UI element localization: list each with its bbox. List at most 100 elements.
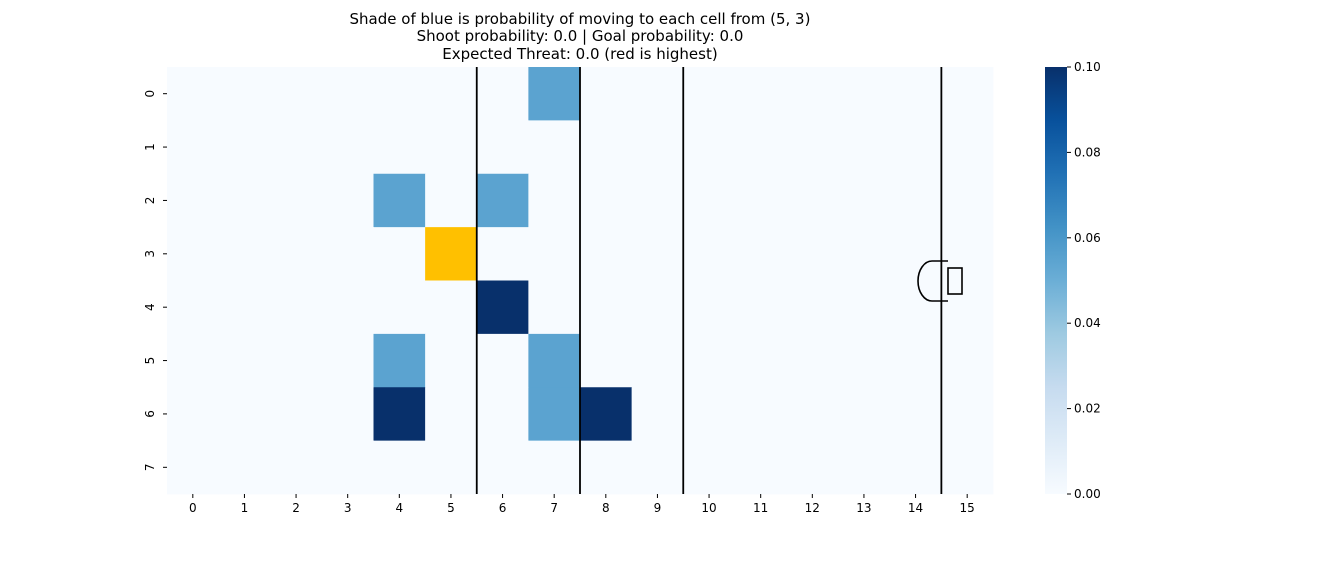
- heatmap-cell: [270, 173, 323, 228]
- heatmap-cell: [838, 120, 891, 175]
- y-tick-label: 7: [143, 463, 157, 471]
- pitch-markings: [475, 67, 943, 494]
- heatmap-cell: [941, 387, 994, 442]
- heatmap-cell: [786, 280, 839, 335]
- heatmap-cells: [167, 67, 994, 495]
- heatmap-cell: [786, 120, 839, 175]
- heatmap-cell: [270, 280, 323, 335]
- x-tick-label: 0: [189, 501, 197, 515]
- heatmap-cell: [425, 67, 478, 121]
- heatmap-cell: [734, 280, 787, 335]
- heatmap-cell: [889, 387, 942, 442]
- colorbar-tick-label: 0.08: [1074, 145, 1101, 159]
- colorbar-gradient: [1045, 67, 1067, 494]
- heatmap-cell: [167, 227, 220, 281]
- x-tick-label: 9: [654, 501, 662, 515]
- heatmap-cell: [321, 333, 374, 388]
- goal-area-marking: [917, 260, 963, 302]
- heatmap-cell: [683, 120, 736, 175]
- penalty-arc: [917, 260, 948, 302]
- heatmap-cell: [373, 387, 426, 442]
- x-tick-label: 4: [395, 501, 403, 515]
- x-tick-label: 7: [550, 501, 558, 515]
- heatmap-cell: [838, 440, 891, 495]
- heatmap-cell: [528, 120, 581, 175]
- heatmap-cell: [838, 227, 891, 281]
- heatmap-cell: [167, 173, 220, 228]
- heatmap-cell: [683, 280, 736, 335]
- heatmap-cell: [580, 67, 633, 121]
- colorbar: 0.00 0.02 0.04 0.06 0.08 0.10: [1045, 60, 1101, 501]
- x-tick-label: 15: [960, 501, 975, 515]
- heatmap-cell: [321, 120, 374, 175]
- x-tick-label: 11: [753, 501, 768, 515]
- heatmap-cell: [889, 67, 942, 121]
- heatmap-cell: [683, 67, 736, 121]
- y-axis-ticks: 0 1 2 3 4 5 6 7: [143, 90, 167, 471]
- heatmap-cell: [218, 173, 271, 228]
- heatmap-cell: [734, 67, 787, 121]
- heatmap-cell: [683, 387, 736, 442]
- heatmap-cell: [321, 387, 374, 442]
- heatmap-cell: [270, 333, 323, 388]
- heatmap-cell: [528, 67, 581, 121]
- heatmap-cell: [580, 173, 633, 228]
- heatmap-cell: [941, 120, 994, 175]
- heatmap-cell: [218, 440, 271, 495]
- heatmap-cell: [838, 333, 891, 388]
- colorbar-tick-label: 0.10: [1074, 60, 1101, 74]
- heatmap-cell: [373, 280, 426, 335]
- x-tick-label: 5: [447, 501, 455, 515]
- x-tick-label: 6: [499, 501, 507, 515]
- heatmap-cell: [476, 173, 529, 228]
- heatmap-cell: [631, 120, 684, 175]
- heatmap-cell: [476, 227, 529, 281]
- heatmap-cell: [631, 173, 684, 228]
- heatmap-cell: [218, 280, 271, 335]
- heatmap-cell: [631, 440, 684, 495]
- colorbar-tick-label: 0.02: [1074, 402, 1101, 416]
- y-tick-label: 0: [143, 90, 157, 98]
- x-axis-ticks: 0 1 2 3 4 5 6 7 8 9 10 11 12 13 14 15: [189, 494, 975, 515]
- heatmap-cell: [476, 440, 529, 495]
- heatmap-cell: [270, 387, 323, 442]
- y-tick-label: 3: [143, 250, 157, 258]
- title-line-1: Shade of blue is probability of moving t…: [350, 10, 811, 28]
- heatmap-cell: [425, 333, 478, 388]
- heatmap-cell: [476, 120, 529, 175]
- heatmap-cell: [528, 440, 581, 495]
- heatmap-cell: [373, 440, 426, 495]
- heatmap-cell: [838, 173, 891, 228]
- x-tick-label: 13: [856, 501, 871, 515]
- heatmap-cell: [425, 387, 478, 442]
- heatmap-cell: [580, 333, 633, 388]
- heatmap-cell: [476, 280, 529, 335]
- chart-title: Shade of blue is probability of moving t…: [350, 10, 811, 63]
- heatmap-cell: [631, 67, 684, 121]
- heatmap-cell: [373, 227, 426, 281]
- heatmap-cell: [941, 173, 994, 228]
- heatmap-cell: [683, 440, 736, 495]
- heatmap-cell: [786, 67, 839, 121]
- heatmap-cell: [734, 173, 787, 228]
- heatmap-cell: [889, 440, 942, 495]
- heatmap-cell: [373, 120, 426, 175]
- heatmap-cell: [476, 333, 529, 388]
- x-tick-label: 1: [241, 501, 249, 515]
- y-tick-label: 4: [143, 303, 157, 311]
- current-position-cell: [425, 227, 478, 281]
- heatmap-cell: [631, 387, 684, 442]
- y-tick-label: 1: [143, 143, 157, 151]
- colorbar-tick-label: 0.04: [1074, 316, 1101, 330]
- heatmap-cell: [889, 280, 942, 335]
- heatmap-cell: [218, 387, 271, 442]
- heatmap-cell: [683, 227, 736, 281]
- heatmap-cell: [889, 120, 942, 175]
- heatmap-cell: [528, 280, 581, 335]
- heatmap-cell: [167, 387, 220, 442]
- colorbar-tick-label: 0.06: [1074, 231, 1101, 245]
- heatmap-cell: [218, 333, 271, 388]
- heatmap-cell: [941, 440, 994, 495]
- heatmap-cell: [786, 387, 839, 442]
- heatmap-cell: [425, 440, 478, 495]
